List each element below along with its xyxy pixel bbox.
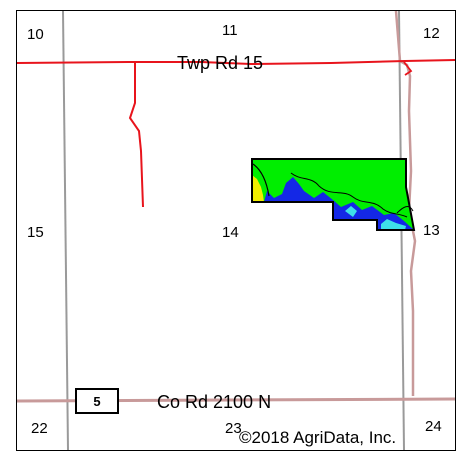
route-shield [75,388,119,414]
route-shield-number: 5 [93,394,100,409]
red-road-tick [403,61,413,76]
field-contour-line-1 [252,163,270,197]
map-canvas[interactable]: 10 11 12 15 14 13 22 23 24 Twp Rd 15 Co … [17,11,455,450]
section-label-12: 12 [423,25,440,42]
road-label-co-rd-2100-n: Co Rd 2100 N [157,392,271,412]
field-outline [251,158,416,231]
section-label-14: 14 [222,224,239,241]
section-label-15: 15 [27,224,44,241]
west-section-line [62,11,69,450]
field-contour-line-2 [290,172,408,218]
road-label-twp-rd-15: Twp Rd 15 [177,53,263,73]
field-zone-yellow[interactable] [252,175,264,202]
section-label-11: 11 [222,22,238,39]
field-zone-cyan[interactable] [345,206,406,230]
field-contour-line-3 [396,206,414,214]
section-label-23: 23 [225,420,242,437]
section-label-24: 24 [425,418,442,435]
red-spur-road[interactable] [128,63,144,208]
section-label-22: 22 [31,420,48,437]
section-label-10: 10 [27,26,44,43]
section-label-13: 13 [423,222,440,239]
field-zone-blue[interactable] [264,177,414,230]
twp-rd-15-line[interactable] [17,59,455,66]
copyright-text: ©2018 AgriData, Inc. [239,428,396,447]
map-frame[interactable]: 10 11 12 15 14 13 22 23 24 Twp Rd 15 Co … [16,10,456,451]
